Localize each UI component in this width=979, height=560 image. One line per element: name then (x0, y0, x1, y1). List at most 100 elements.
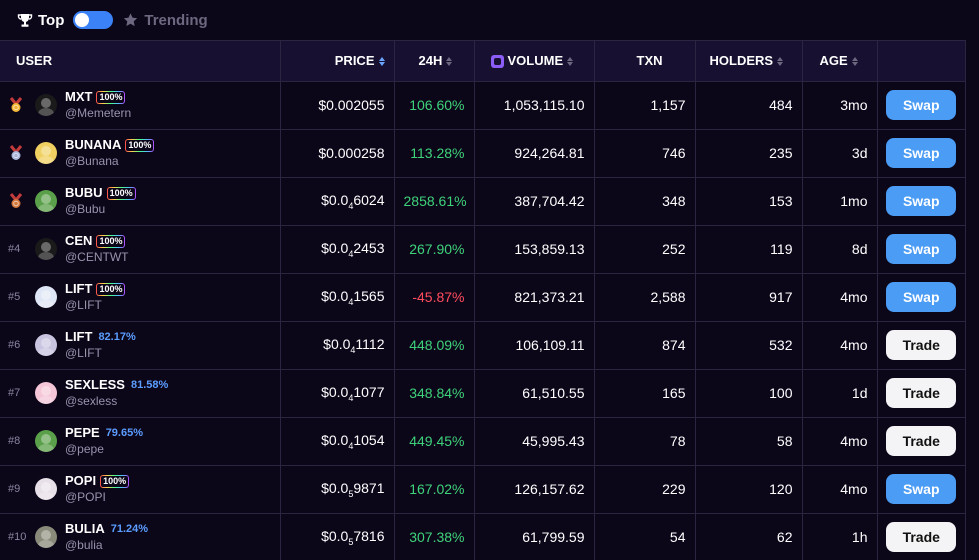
table-row[interactable]: #6 LIFT 82.17% @LIFT $0.041112 448.09% 1… (0, 321, 965, 370)
txn-cell: 2,588 (594, 273, 696, 322)
action-cell: Swap (877, 177, 965, 226)
score-badge: 100% (96, 235, 125, 248)
popi-avatar-icon[interactable] (35, 478, 57, 500)
user-cell[interactable]: #5 LIFT 100% @LIFT (0, 273, 281, 322)
token-table-container: USER PRICE 24H VOLUME TXN HOLDERS AGE (0, 40, 966, 560)
pepe-avatar-icon[interactable] (35, 430, 57, 452)
header-holders[interactable]: HOLDERS (695, 41, 803, 82)
user-cell[interactable]: #4 CEN 100% @CENTWT (0, 225, 281, 274)
header-user[interactable]: USER (0, 41, 281, 82)
frog-avatar-icon[interactable] (35, 94, 57, 116)
change-value: 449.45% (409, 433, 465, 449)
flower-avatar-icon[interactable] (35, 382, 57, 404)
scrollbar[interactable] (966, 40, 979, 559)
header-txn[interactable]: TXN (594, 41, 696, 82)
sort-icon (777, 57, 784, 67)
banana-avatar-icon[interactable] (35, 142, 57, 164)
price-digits: 1565 (353, 287, 385, 304)
bulia-avatar-icon[interactable] (35, 526, 57, 548)
token-symbol[interactable]: CEN (65, 233, 93, 248)
swap-button[interactable]: Swap (886, 474, 957, 504)
lift-avatar-icon[interactable] (35, 286, 57, 308)
price-cell: $0.002055 (280, 81, 395, 130)
volume-value: 924,264.81 (514, 145, 585, 161)
token-handle[interactable]: @CENTWT (65, 250, 129, 264)
user-cell[interactable]: BUBU 100% @Bubu (0, 177, 281, 226)
table-row[interactable]: BUNANA 100% @Bunana $0.000258 113.28% 92… (0, 129, 965, 178)
txn-cell: 348 (594, 177, 696, 226)
header-age-label: AGE (819, 53, 848, 69)
swap-button[interactable]: Swap (886, 90, 957, 120)
token-handle[interactable]: @LIFT (65, 298, 102, 312)
user-cell[interactable]: #6 LIFT 82.17% @LIFT (0, 321, 281, 370)
token-symbol[interactable]: SEXLESS (65, 377, 125, 392)
header-volume[interactable]: VOLUME (474, 41, 595, 82)
header-age[interactable]: AGE (802, 41, 878, 82)
token-handle[interactable]: @Memetern (65, 106, 132, 120)
token-symbol[interactable]: POPI (65, 473, 97, 488)
top-trending-toggle[interactable] (73, 11, 114, 29)
trade-button[interactable]: Trade (886, 330, 957, 360)
age-cell: 4mo (802, 273, 878, 322)
trade-button[interactable]: Trade (886, 426, 957, 456)
token-symbol[interactable]: BUNANA (65, 137, 122, 152)
age-value: 4mo (840, 337, 868, 353)
token-symbol[interactable]: BULIA (65, 521, 105, 536)
change-value: 267.90% (409, 241, 465, 257)
action-cell: Swap (877, 81, 965, 130)
token-handle[interactable]: @bulia (65, 538, 103, 552)
pepe-avatar-icon[interactable] (35, 190, 57, 212)
header-24h[interactable]: 24H (394, 41, 475, 82)
holders-cell: 58 (695, 417, 803, 466)
token-symbol[interactable]: BUBU (65, 185, 103, 200)
swap-button[interactable]: Swap (886, 138, 957, 168)
swap-button[interactable]: Swap (886, 282, 957, 312)
table-row[interactable]: #4 CEN 100% @CENTWT $0.042453 267.90% 15… (0, 225, 965, 274)
token-symbol[interactable]: LIFT (65, 281, 93, 296)
cen-coin-icon[interactable] (35, 238, 57, 260)
txn-value: 348 (662, 193, 686, 209)
table-row[interactable]: #8 PEPE 79.65% @pepe $0.041054 449.45% 4… (0, 417, 965, 466)
table-row[interactable]: #5 LIFT 100% @LIFT $0.041565 -45.87% 821… (0, 273, 965, 322)
token-handle[interactable]: @Bubu (65, 202, 106, 216)
score-percent: 79.65% (105, 427, 143, 439)
volume-cell: 126,157.62 (474, 465, 595, 514)
token-symbol[interactable]: PEPE (65, 425, 100, 440)
swap-button[interactable]: Swap (886, 234, 957, 264)
user-cell[interactable]: #8 PEPE 79.65% @pepe (0, 417, 281, 466)
score-badge: 100% (107, 187, 136, 200)
token-symbol[interactable]: MXT (65, 89, 93, 104)
table-row[interactable]: #7 SEXLESS 81.58% @sexless $0.041077 348… (0, 369, 965, 418)
swap-button[interactable]: Swap (886, 186, 957, 216)
user-cell[interactable]: #9 POPI 100% @POPI (0, 465, 281, 514)
action-cell: Swap (877, 465, 965, 514)
volume-value: 1,053,115.10 (503, 97, 585, 113)
token-handle[interactable]: @pepe (65, 442, 104, 456)
action-cell: Trade (877, 369, 965, 418)
table-row[interactable]: #10 BULIA 71.24% @bulia $0.057816 307.38… (0, 513, 965, 560)
holders-cell: 100 (695, 369, 803, 418)
change-value: 307.38% (409, 529, 465, 545)
token-handle[interactable]: @POPI (65, 490, 106, 504)
user-cell[interactable]: BUNANA 100% @Bunana (0, 129, 281, 178)
header-24h-label: 24H (418, 53, 443, 69)
trade-button[interactable]: Trade (886, 378, 957, 408)
tab-trending[interactable]: Trending (122, 12, 208, 29)
user-cell[interactable]: MXT 100% @Memetern (0, 81, 281, 130)
volume-cell: 153,859.13 (474, 225, 595, 274)
txn-value: 1,157 (650, 97, 686, 113)
user-cell[interactable]: #7 SEXLESS 81.58% @sexless (0, 369, 281, 418)
token-symbol[interactable]: LIFT (65, 329, 93, 344)
token-handle[interactable]: @LIFT (65, 346, 102, 360)
table-row[interactable]: BUBU 100% @Bubu $0.046024 2858.61% 387,7… (0, 177, 965, 226)
tab-top[interactable]: Top (17, 12, 64, 29)
table-row[interactable]: #9 POPI 100% @POPI $0.059871 167.02% 126… (0, 465, 965, 514)
token-handle[interactable]: @Bunana (65, 154, 119, 168)
score-badge: 100% (125, 139, 154, 152)
token-handle[interactable]: @sexless (65, 394, 118, 408)
user-cell[interactable]: #10 BULIA 71.24% @bulia (0, 513, 281, 560)
trade-button[interactable]: Trade (886, 522, 957, 552)
header-price[interactable]: PRICE (280, 41, 395, 82)
lift-avatar-icon[interactable] (35, 334, 57, 356)
table-row[interactable]: MXT 100% @Memetern $0.002055 106.60% 1,0… (0, 81, 965, 130)
